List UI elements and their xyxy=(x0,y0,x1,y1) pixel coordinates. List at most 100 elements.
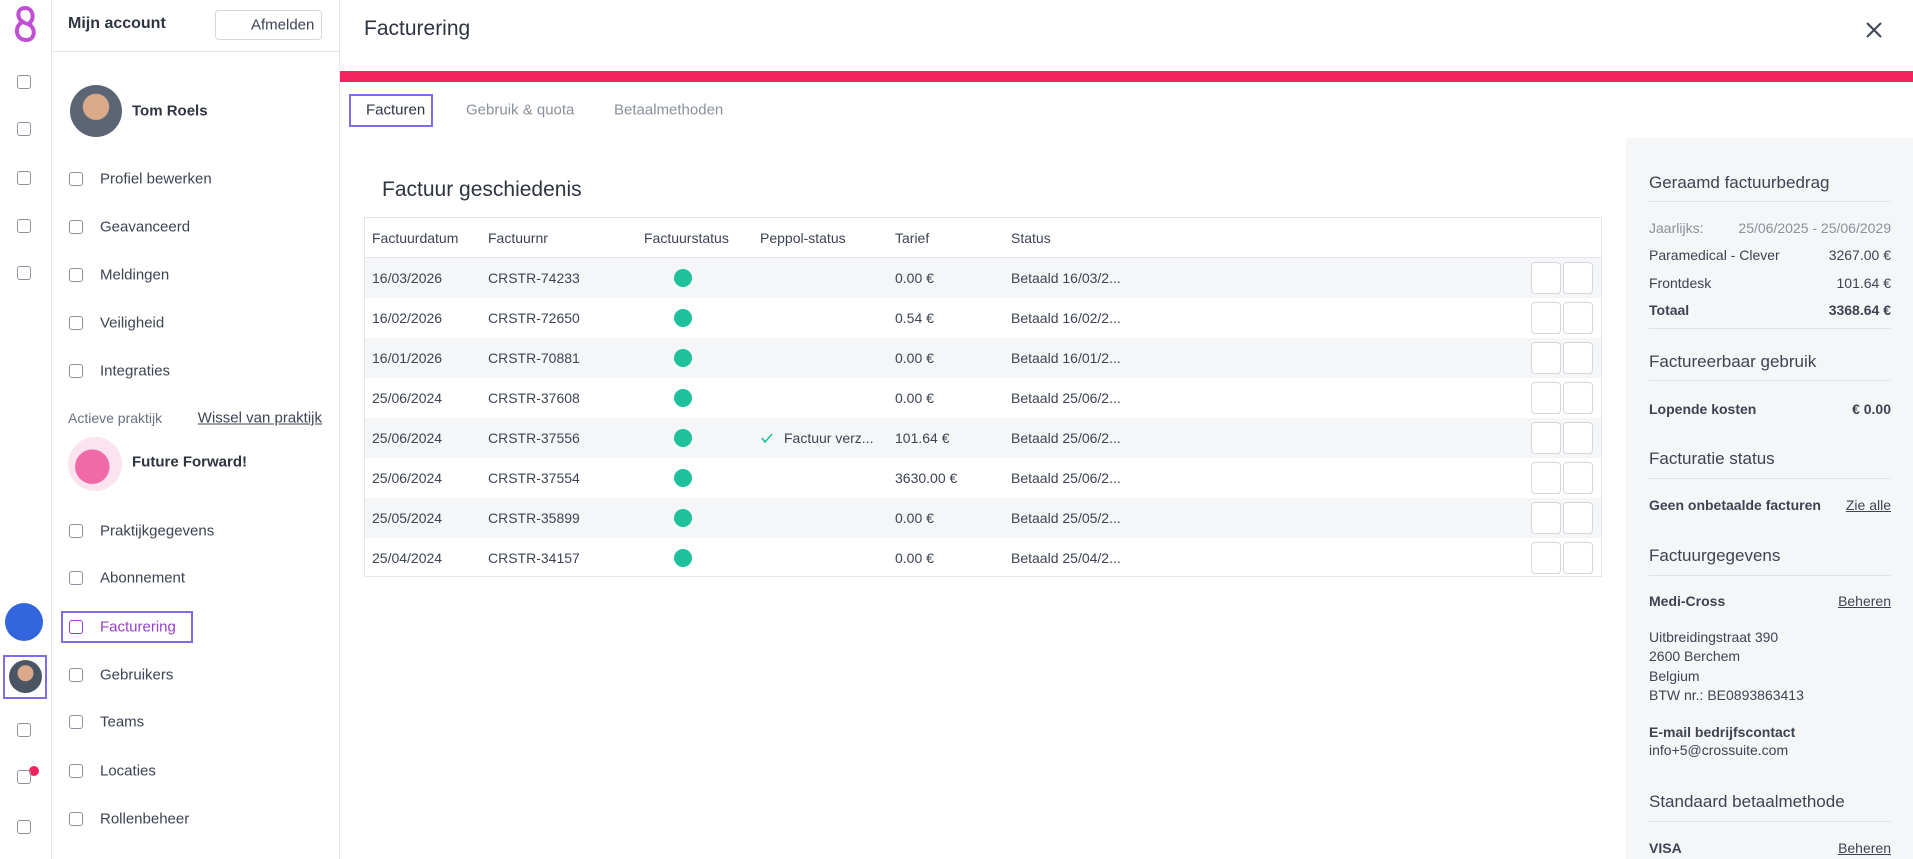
line-amount: 101.64 € xyxy=(1836,275,1892,291)
period: 25/06/2025 - 25/06/2029 xyxy=(1738,220,1891,236)
account-title: Mijn account xyxy=(68,15,166,32)
row-action-button[interactable] xyxy=(1563,542,1593,574)
menu-icon xyxy=(17,266,31,280)
summary-heading: Factureerbaar gebruik xyxy=(1649,352,1817,371)
row-action-button[interactable] xyxy=(1531,382,1561,414)
rail-avatar-frame[interactable] xyxy=(3,655,47,699)
row-action-button[interactable] xyxy=(1531,422,1561,454)
tab[interactable]: Betaalmethoden xyxy=(614,101,724,119)
tab[interactable]: Facturen xyxy=(366,101,426,119)
menu-item[interactable]: Teams xyxy=(100,713,145,731)
row-action-button[interactable] xyxy=(1563,382,1593,414)
row-action-button[interactable] xyxy=(1563,462,1593,494)
status-dot xyxy=(674,429,692,447)
chat-button[interactable] xyxy=(5,603,43,641)
column-header: Factuurstatus xyxy=(644,230,729,246)
see-all-link[interactable]: Zie alle xyxy=(1845,497,1891,513)
row-action-button[interactable] xyxy=(1563,422,1593,454)
menu-item[interactable]: Praktijkgegevens xyxy=(100,522,215,540)
address-line: BTW nr.: BE0893863413 xyxy=(1649,687,1804,703)
row-action-button[interactable] xyxy=(1563,502,1593,534)
active-menu-frame xyxy=(61,611,193,643)
row-action-button[interactable] xyxy=(1531,342,1561,374)
cell-date: 25/04/2024 xyxy=(372,550,443,566)
menu-icon xyxy=(17,75,31,89)
menu-icon xyxy=(69,316,83,330)
status-text: Geen onbetaalde facturen xyxy=(1649,497,1821,513)
row-action-button[interactable] xyxy=(1563,342,1593,374)
cell-amount: 101.64 € xyxy=(895,430,950,446)
row-action-button[interactable] xyxy=(1563,302,1593,334)
practice-logo xyxy=(68,437,122,491)
logout-button[interactable] xyxy=(215,10,322,40)
menu-icon xyxy=(69,764,83,778)
summary-heading: Standaard betaalmethode xyxy=(1649,792,1845,811)
cell-date: 25/05/2024 xyxy=(372,510,443,526)
cell-status: Betaald 16/01/2... xyxy=(1011,350,1121,366)
close-button[interactable] xyxy=(1864,20,1884,40)
cell-status: Betaald 16/03/2... xyxy=(1011,270,1121,286)
row-action-button[interactable] xyxy=(1531,262,1561,294)
row-action-button[interactable] xyxy=(1531,542,1561,574)
menu-icon xyxy=(69,812,83,826)
manage-link[interactable]: Beheren xyxy=(1838,840,1891,856)
status-dot xyxy=(674,509,692,527)
menu-item[interactable]: Gebruikers xyxy=(100,666,174,684)
row-background xyxy=(365,498,1601,538)
row-action-button[interactable] xyxy=(1531,462,1561,494)
period-label: Jaarlijks: xyxy=(1649,220,1704,236)
tab[interactable]: Gebruik & quota xyxy=(466,101,575,119)
switch-practice-link[interactable]: Wissel van praktijk xyxy=(197,409,322,427)
menu-icon xyxy=(17,770,31,784)
manage-link[interactable]: Beheren xyxy=(1838,593,1891,609)
cell-amount: 0.00 € xyxy=(895,390,934,406)
cell-amount: 0.00 € xyxy=(895,510,934,526)
row-action-button[interactable] xyxy=(1531,502,1561,534)
menu-icon xyxy=(17,820,31,834)
cell-date: 16/01/2026 xyxy=(372,350,443,366)
cell-date: 16/03/2026 xyxy=(372,270,443,286)
active-tab-frame xyxy=(349,94,433,127)
summary-heading: Geraamd factuurbedrag xyxy=(1649,173,1830,192)
status-dot xyxy=(674,269,692,287)
practice-name: Future Forward! xyxy=(132,453,247,471)
icon-rail xyxy=(0,0,52,859)
cell-number: CRSTR-70881 xyxy=(488,350,580,366)
cell-number: CRSTR-37554 xyxy=(488,470,580,486)
menu-item[interactable]: Locaties xyxy=(100,762,156,780)
menu-icon xyxy=(69,364,83,378)
menu-icon xyxy=(17,219,31,233)
notification-badge xyxy=(29,766,39,776)
payment: VISA xyxy=(1649,840,1682,856)
menu-item[interactable]: Integraties xyxy=(100,362,171,380)
cell-status: Betaald 25/06/2... xyxy=(1011,470,1121,486)
cell-status: Betaald 25/06/2... xyxy=(1011,390,1121,406)
cell-amount: 0.00 € xyxy=(895,350,934,366)
total: 3368.64 € xyxy=(1828,302,1891,318)
menu-icon xyxy=(17,171,31,185)
sidebar xyxy=(51,0,340,859)
menu-item[interactable]: Meldingen xyxy=(100,266,170,284)
menu-item[interactable]: Abonnement xyxy=(100,569,186,587)
cell-number: CRSTR-37608 xyxy=(488,390,580,406)
menu-item[interactable]: Veiligheid xyxy=(100,314,165,332)
status-dot xyxy=(674,309,692,327)
menu-icon xyxy=(69,268,83,282)
accent-bar xyxy=(340,71,1913,82)
menu-item[interactable]: Profiel bewerken xyxy=(100,170,212,188)
practice-label: Actieve praktijk xyxy=(68,410,163,426)
cell-peppol: Factuur verz... xyxy=(784,430,874,446)
column-header: Factuurdatum xyxy=(372,230,459,246)
menu-item[interactable]: Facturering xyxy=(100,618,176,636)
row-action-button[interactable] xyxy=(1531,302,1561,334)
menu-item[interactable]: Rollenbeheer xyxy=(100,810,190,828)
menu-icon xyxy=(69,220,83,234)
cell-amount: 0.00 € xyxy=(895,270,934,286)
user-avatar xyxy=(70,85,122,137)
table xyxy=(364,217,1602,577)
menu-item[interactable]: Geavanceerd xyxy=(100,218,191,236)
cell-number: CRSTR-74233 xyxy=(488,270,580,286)
status-dot xyxy=(674,349,692,367)
row-action-button[interactable] xyxy=(1563,262,1593,294)
row-background xyxy=(365,418,1601,458)
